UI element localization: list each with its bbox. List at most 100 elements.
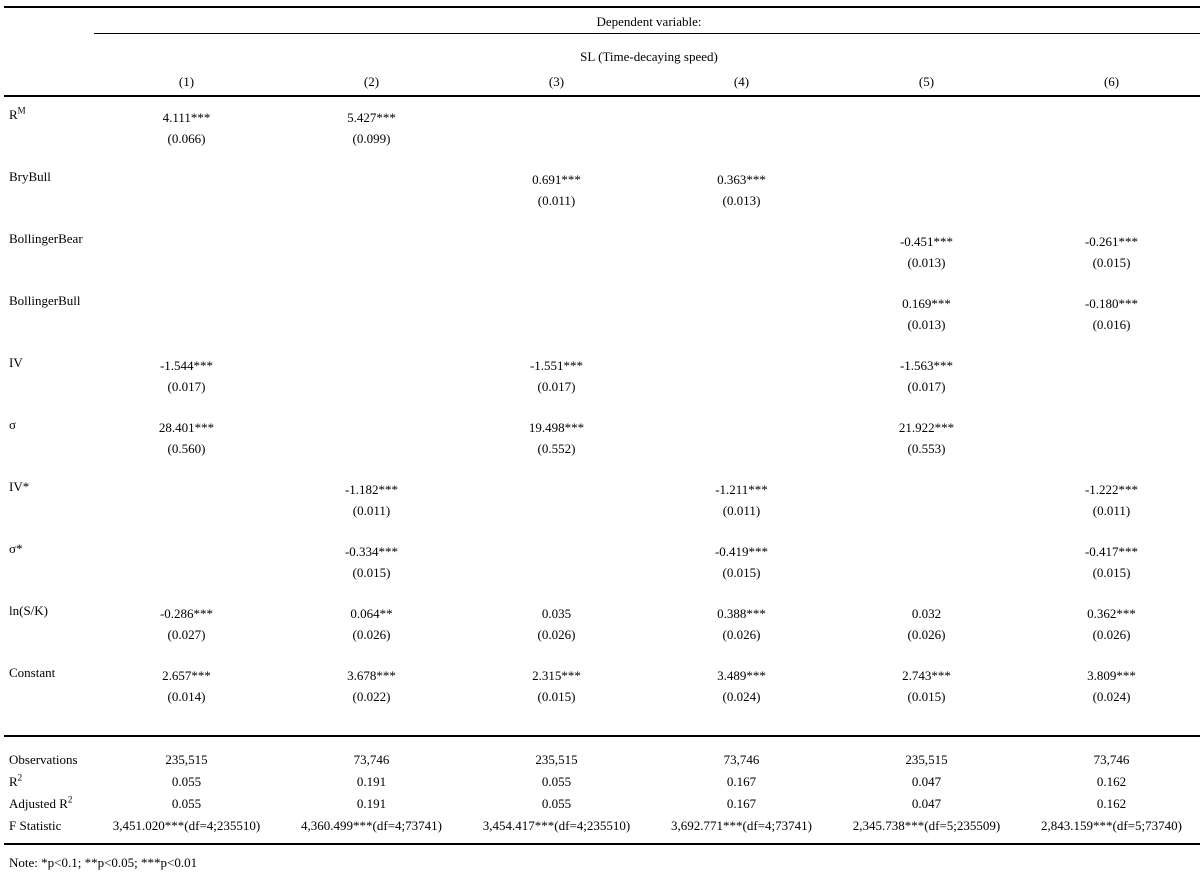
- statistic-cell: 2,843.159***(df=5;73740): [1019, 815, 1200, 845]
- coefficient-row: RM 4.111*** (0.066) 5.427*** (0.099): [4, 96, 1200, 169]
- dependent-variable-name-row: SL (Time-decaying speed): [4, 34, 1200, 67]
- std-error: (0.026): [907, 627, 946, 642]
- statistic-cell: 0.191: [356, 774, 387, 789]
- estimate: -1.544***: [159, 358, 214, 373]
- estimate: -1.551***: [529, 358, 584, 373]
- row-label: F Statistic: [4, 815, 94, 845]
- estimate: 0.032: [911, 606, 942, 621]
- coefficient-row: IV* -1.182*** (0.011) -1.211*** (0.011) -1.22…: [4, 479, 1200, 541]
- statistic-cell: 2,345.738***(df=5;235509): [834, 815, 1019, 845]
- statistic-cell: 3,692.771***(df=4;73741): [649, 815, 834, 845]
- std-error: (0.015): [907, 689, 946, 704]
- row-label: Observations: [9, 752, 78, 767]
- estimate: 5.427***: [347, 110, 396, 125]
- estimate: 21.922***: [898, 420, 955, 435]
- coefficient-cell: 0.362*** (0.026): [1019, 603, 1200, 665]
- coefficient-cell: [1019, 96, 1200, 169]
- statistic-cell: 0.167: [726, 774, 757, 789]
- dependent-variable-label: Dependent variable:: [94, 7, 1200, 34]
- std-error: (0.011): [722, 503, 761, 518]
- estimate: 28.401***: [158, 420, 215, 435]
- coefficient-cell: 3.678*** (0.022): [279, 665, 464, 737]
- coefficient-cell: [834, 96, 1019, 169]
- estimate: 0.691***: [532, 172, 581, 187]
- std-error: (0.016): [1092, 317, 1131, 332]
- column-header-5: (5): [834, 66, 1019, 97]
- std-error: (0.553): [907, 441, 946, 456]
- coefficient-cell: [279, 231, 464, 293]
- statistic-cell: 235,515: [535, 752, 578, 767]
- coefficient-cell: -1.222*** (0.011): [1019, 479, 1200, 541]
- coefficient-cell: 0.363*** (0.013): [649, 169, 834, 231]
- row-label: RM: [9, 105, 26, 122]
- coefficient-cell: -0.286*** (0.027): [94, 603, 279, 665]
- estimate: -0.334***: [344, 544, 399, 559]
- estimate: 2.743***: [902, 668, 951, 683]
- coefficients-body: RM 4.111*** (0.066) 5.427*** (0.099) BryBull 0…: [4, 96, 1200, 737]
- std-error: (0.026): [537, 627, 576, 642]
- std-error: (0.099): [352, 131, 391, 146]
- coefficient-cell: [1019, 169, 1200, 231]
- std-error: (0.017): [167, 379, 206, 394]
- coefficient-row: IV -1.544*** (0.017) -1.551*** (0.017) -1.563…: [4, 355, 1200, 417]
- std-error: (0.026): [722, 627, 761, 642]
- coefficient-cell: -1.211*** (0.011): [649, 479, 834, 541]
- coefficient-cell: [834, 169, 1019, 231]
- coefficient-row: BollingerBull 0.169*** (0.013) -0.180*** (0.…: [4, 293, 1200, 355]
- statistic-cell: 73,746: [723, 752, 760, 767]
- coefficient-cell: 21.922*** (0.553): [834, 417, 1019, 479]
- statistic-row: F Statistic 3,451.020***(df=4;235510) 4,36…: [4, 815, 1200, 845]
- coefficient-cell: [1019, 417, 1200, 479]
- statistic-cell: 235,515: [165, 752, 208, 767]
- dependent-variable-name: SL (Time-decaying speed): [580, 49, 718, 64]
- coefficient-cell: -0.451*** (0.013): [834, 231, 1019, 293]
- significance-note: Note: *p<0.1; **p<0.05; ***p<0.01: [9, 855, 198, 870]
- column-header-1: (1): [94, 66, 279, 97]
- coefficient-cell: -0.180*** (0.016): [1019, 293, 1200, 355]
- dependent-variable-row: Dependent variable:: [4, 7, 1200, 34]
- coefficient-cell: [94, 231, 279, 293]
- row-label: σ: [9, 417, 17, 432]
- std-error: (0.013): [722, 193, 761, 208]
- estimate: 0.362***: [1087, 606, 1136, 621]
- statistic-cell: 73,746: [1093, 752, 1130, 767]
- statistic-cell: 0.167: [726, 796, 757, 811]
- estimate: -1.182***: [344, 482, 399, 497]
- coefficient-cell: [464, 231, 649, 293]
- std-error: (0.066): [167, 131, 206, 146]
- coefficient-cell: -0.417*** (0.015): [1019, 541, 1200, 603]
- spacer-cell: [4, 7, 94, 34]
- coefficient-cell: [649, 293, 834, 355]
- coefficient-row: Constant 2.657*** (0.014) 3.678*** (0.022) 2.…: [4, 665, 1200, 737]
- std-error: (0.026): [352, 627, 391, 642]
- std-error: (0.017): [907, 379, 946, 394]
- statistic-cell: 4,360.499***(df=4;73741): [279, 815, 464, 845]
- std-error: (0.560): [167, 441, 206, 456]
- coefficient-cell: [834, 479, 1019, 541]
- statistics-body: Observations 235,515 73,746 235,515 73,746 23…: [4, 736, 1200, 845]
- statistic-cell: 0.055: [171, 796, 202, 811]
- statistic-cell: 3,454.417***(df=4;235510): [464, 815, 649, 845]
- coefficient-cell: [279, 417, 464, 479]
- std-error: (0.015): [1092, 255, 1131, 270]
- std-error: (0.026): [1092, 627, 1131, 642]
- coefficient-cell: [94, 541, 279, 603]
- estimate: -0.417***: [1084, 544, 1139, 559]
- coefficient-cell: -1.551*** (0.017): [464, 355, 649, 417]
- std-error: (0.015): [352, 565, 391, 580]
- spacer-cell: [4, 34, 94, 67]
- row-label: IV*: [9, 479, 30, 494]
- std-error: (0.022): [352, 689, 391, 704]
- std-error: (0.552): [537, 441, 576, 456]
- estimate: -1.222***: [1084, 482, 1139, 497]
- coefficient-cell: 2.743*** (0.015): [834, 665, 1019, 737]
- std-error: (0.014): [167, 689, 206, 704]
- statistic-cell: 0.191: [356, 796, 387, 811]
- spacer-cell: [4, 66, 94, 97]
- coefficient-cell: [464, 541, 649, 603]
- std-error: (0.013): [907, 255, 946, 270]
- estimate: -0.261***: [1084, 234, 1139, 249]
- estimate: 2.657***: [162, 668, 211, 683]
- coefficient-cell: [279, 293, 464, 355]
